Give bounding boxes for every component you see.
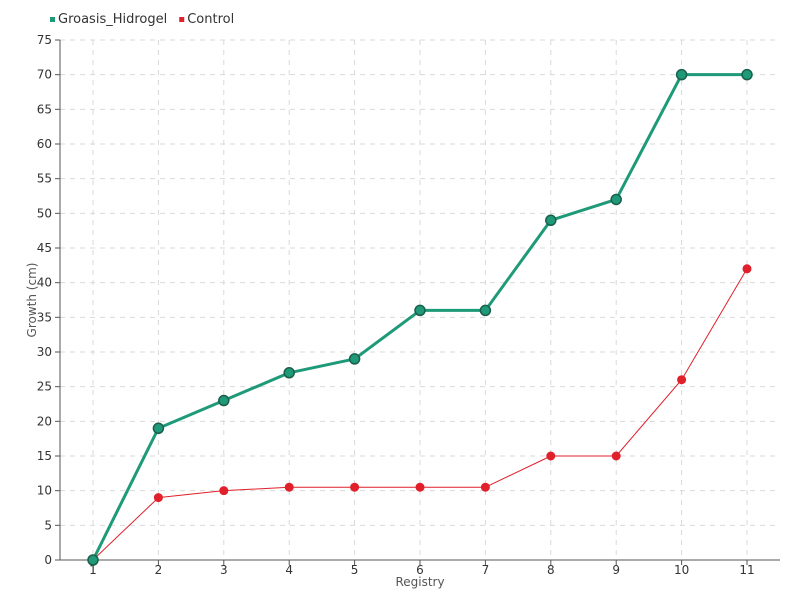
data-point[interactable]: [219, 486, 229, 496]
y-tick-label: 5: [44, 518, 52, 532]
x-tick-label: 2: [155, 563, 163, 577]
data-point[interactable]: [283, 367, 295, 379]
x-tick-label: 7: [482, 563, 490, 577]
legend-swatch: [50, 17, 55, 22]
legend-item[interactable]: Control: [179, 12, 234, 27]
y-tick-label: 65: [37, 102, 52, 116]
legend-label: Control: [187, 12, 234, 27]
x-tick-labels: 1 2 3 4 5 6 7 8 9 10 11: [89, 560, 755, 577]
data-point[interactable]: [479, 304, 492, 317]
y-tick-label: 30: [37, 345, 52, 359]
x-tick-label: 4: [285, 563, 293, 577]
data-point[interactable]: [742, 264, 752, 274]
data-point[interactable]: [284, 482, 294, 492]
data-point[interactable]: [610, 193, 622, 206]
data-point[interactable]: [153, 493, 163, 503]
series: [87, 68, 753, 566]
y-tick-label: 35: [37, 310, 52, 324]
data-point[interactable]: [218, 394, 230, 407]
data-point[interactable]: [545, 214, 557, 227]
x-tick-label: 5: [351, 563, 359, 577]
y-tick-label: 70: [37, 68, 52, 82]
y-tick-label: 55: [37, 172, 52, 186]
legend[interactable]: Groasis_Hidrogel Control: [50, 12, 234, 27]
y-tick-label: 50: [37, 206, 52, 220]
y-tick-label: 40: [37, 276, 52, 290]
y-tick-label: 75: [37, 33, 52, 47]
data-point[interactable]: [741, 68, 753, 81]
data-point[interactable]: [675, 68, 688, 81]
data-point[interactable]: [546, 451, 556, 461]
x-tick-label: 3: [220, 563, 228, 577]
data-point[interactable]: [677, 375, 687, 385]
y-tick-label: 10: [37, 484, 52, 498]
data-point[interactable]: [415, 482, 425, 492]
y-tick-label: 15: [37, 449, 52, 463]
x-tick-label: 11: [739, 563, 754, 577]
x-tick-label: 8: [547, 563, 555, 577]
y-axis-title: Growth (cm): [25, 263, 39, 338]
y-tick-labels: 0 5 10 15 20 25 30 35 40 45 50 55 60 65 70 75: [37, 33, 60, 567]
grid: [60, 39, 780, 560]
y-tick-label: 45: [37, 241, 52, 255]
x-axis-title: Registry: [395, 575, 444, 589]
x-tick-label: 9: [612, 563, 620, 577]
y-tick-label: 25: [37, 380, 52, 394]
data-point[interactable]: [611, 451, 621, 461]
x-tick-label: 10: [674, 563, 689, 577]
y-tick-label: 0: [44, 553, 52, 567]
data-point[interactable]: [480, 482, 490, 492]
data-point[interactable]: [152, 422, 165, 435]
data-point[interactable]: [350, 482, 360, 492]
series-groasis-hidrogel: [87, 68, 753, 566]
data-point[interactable]: [348, 353, 361, 365]
data-point[interactable]: [414, 304, 426, 317]
y-tick-label: 60: [37, 137, 52, 151]
legend-item[interactable]: Groasis_Hidrogel: [50, 12, 167, 27]
data-point[interactable]: [87, 554, 99, 566]
legend-label: Groasis_Hidrogel: [58, 12, 167, 27]
y-tick-label: 20: [37, 414, 52, 428]
x-tick-label: 1: [89, 563, 97, 577]
legend-swatch: [179, 17, 185, 22]
x-tick-label: 6: [416, 563, 424, 577]
